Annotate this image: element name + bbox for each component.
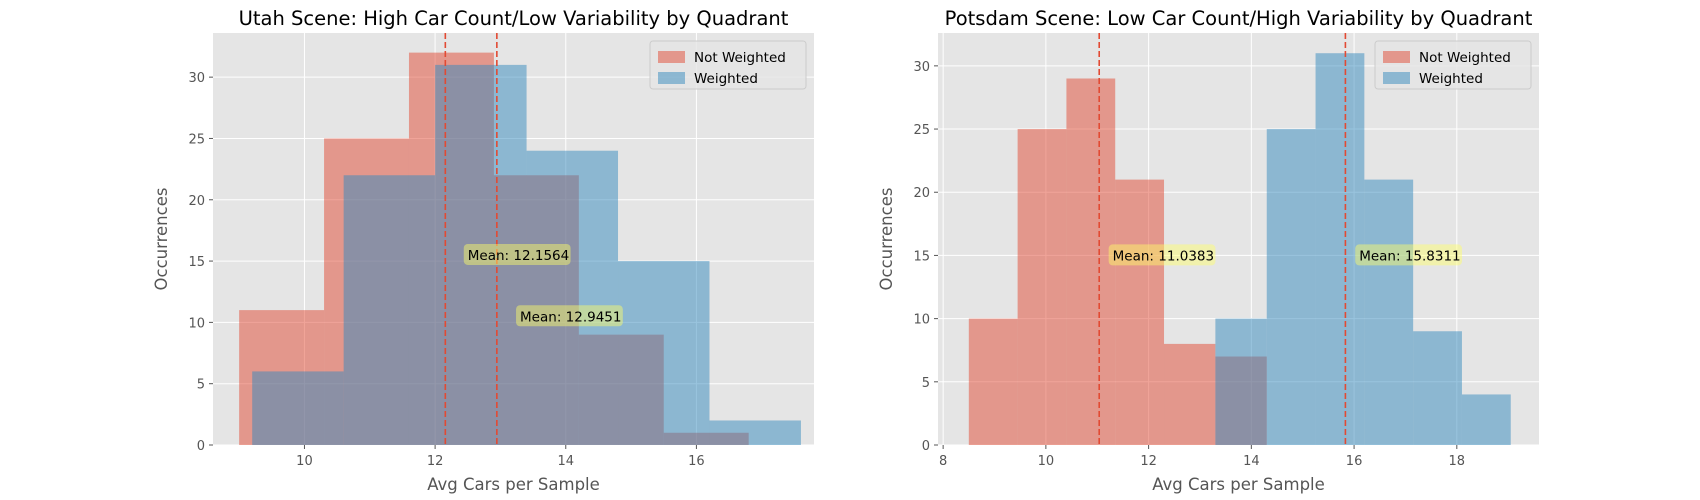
histogram-bar <box>1315 53 1365 446</box>
x-tick-label: 14 <box>1243 454 1260 469</box>
histogram-bar <box>709 420 801 445</box>
x-tick-label: 10 <box>296 454 313 469</box>
legend-box <box>649 40 807 90</box>
legend: Not Weighted Weighted <box>649 40 807 90</box>
x-tick-label: 18 <box>1449 454 1466 469</box>
legend-swatch <box>1383 51 1410 63</box>
y-tick-label: 10 <box>913 313 930 328</box>
y-tick-label: 5 <box>197 378 205 393</box>
x-tick-label: 12 <box>1140 454 1157 469</box>
chart-panel-1: Mean: 12.1564 Mean: 12.9451 10 12 14 16 0 5 10 15… <box>152 7 814 494</box>
histogram-bar <box>1266 129 1316 445</box>
y-tick-label: 0 <box>922 439 930 454</box>
histogram-bar <box>1215 318 1267 445</box>
chart-title: Potsdam Scene: Low Car Count/High Variab… <box>945 7 1533 30</box>
legend-label: Not Weighted <box>1419 50 1511 66</box>
mean-annotation-box <box>516 305 623 327</box>
histogram-bar <box>343 175 436 445</box>
histogram-bar <box>618 261 710 445</box>
x-tick-label: 8 <box>939 454 947 469</box>
y-tick-label: 20 <box>913 186 930 201</box>
histogram-bar <box>1413 331 1462 445</box>
y-axis-label: Occurrences <box>152 188 171 291</box>
series-weighted <box>252 64 801 445</box>
x-tick-label: 16 <box>1346 454 1363 469</box>
legend-label: Weighted <box>694 71 758 87</box>
mean-annotation: Mean: 12.1564 <box>468 248 569 264</box>
x-tick-label: 12 <box>427 454 444 469</box>
mean-annotation: Mean: 15.8311 <box>1359 248 1460 264</box>
x-tick-label: 14 <box>557 454 574 469</box>
y-axis-label: Occurrences <box>877 188 896 291</box>
y-tick-label: 25 <box>913 123 930 138</box>
mean-annotation: Mean: 12.9451 <box>520 309 621 325</box>
histogram-bar <box>968 318 1018 445</box>
legend-box <box>1374 40 1532 90</box>
y-tick-label: 15 <box>913 249 930 264</box>
histogram-bar <box>1017 129 1067 445</box>
legend-label: Not Weighted <box>694 50 786 66</box>
histogram-bar <box>1364 179 1414 445</box>
y-tick-label: 0 <box>197 439 205 454</box>
x-tick-label: 10 <box>1038 454 1055 469</box>
series-weighted <box>1215 53 1511 446</box>
histogram-bar <box>1115 179 1165 445</box>
x-tick-label: 16 <box>688 454 705 469</box>
y-tick-label: 30 <box>188 71 205 86</box>
y-tick-label: 10 <box>188 316 205 331</box>
chart-panel-2: Mean: 11.0383 Mean: 15.8311 8 10 12 14 16 18 0 5 1… <box>877 7 1539 494</box>
mean-annotation-box <box>463 243 571 265</box>
y-tick-label: 5 <box>922 376 930 391</box>
histogram-bar <box>252 371 344 445</box>
y-tick-label: 30 <box>913 60 930 75</box>
chart-title: Utah Scene: High Car Count/Low Variabili… <box>239 7 789 30</box>
x-axis-label: Avg Cars per Sample <box>427 475 600 494</box>
x-axis-label: Avg Cars per Sample <box>1152 475 1325 494</box>
mean-annotation-box <box>1355 244 1463 266</box>
y-tick-label: 15 <box>188 255 205 270</box>
mean-annotation: Mean: 11.0383 <box>1113 248 1214 264</box>
histogram-bar <box>1066 78 1116 445</box>
mean-annotation-box <box>1108 244 1216 266</box>
histogram-bar <box>1461 394 1511 445</box>
histogram-bar <box>1164 343 1216 445</box>
legend-swatch <box>658 51 685 63</box>
histogram-bar <box>435 64 527 445</box>
series-not-weighted <box>968 78 1267 445</box>
legend-label: Weighted <box>1419 71 1483 87</box>
legend-swatch <box>658 72 685 84</box>
legend-swatch <box>1383 72 1410 84</box>
y-tick-label: 20 <box>188 194 205 209</box>
y-tick-label: 25 <box>188 132 205 147</box>
legend: Not Weighted Weighted <box>1374 40 1532 90</box>
histogram-bar <box>526 150 619 445</box>
